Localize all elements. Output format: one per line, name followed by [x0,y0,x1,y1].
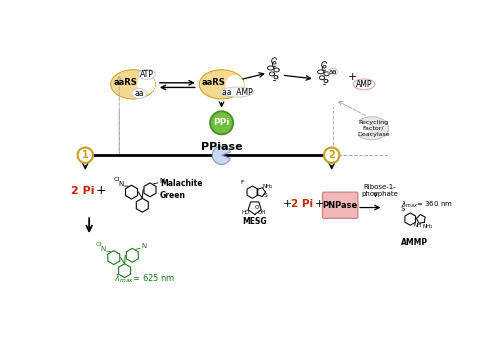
Text: PNPase: PNPase [322,201,358,210]
Circle shape [226,76,243,93]
Ellipse shape [110,70,156,99]
Text: Cl: Cl [96,242,102,247]
Text: Cl: Cl [114,177,120,182]
Text: $\lambda_{max}$= 360 nm: $\lambda_{max}$= 360 nm [402,200,453,210]
Text: +: + [282,199,292,209]
Text: +: + [96,184,106,197]
Circle shape [210,111,233,134]
Text: OH: OH [258,210,266,215]
Text: aa  AMP: aa AMP [222,88,252,97]
Text: N: N [159,178,164,184]
Text: 1: 1 [82,150,88,160]
Text: PPiase: PPiase [201,142,242,153]
Circle shape [78,147,93,163]
Text: AMMP: AMMP [400,238,427,247]
Text: 2: 2 [328,150,335,160]
Text: N: N [118,181,124,187]
Text: aa: aa [329,69,338,75]
Ellipse shape [132,89,147,99]
Ellipse shape [354,79,375,90]
Text: aaRS: aaRS [114,78,137,87]
Text: NH: NH [414,223,422,228]
Text: HO: HO [242,210,250,215]
Ellipse shape [355,117,388,140]
Circle shape [354,121,368,135]
Text: NH₂: NH₂ [262,183,273,189]
Text: $\lambda_{max}$= 625 nm: $\lambda_{max}$= 625 nm [114,273,176,285]
Text: MESG: MESG [242,217,267,226]
Circle shape [138,76,154,93]
Text: N: N [100,246,105,252]
Ellipse shape [138,69,156,79]
Text: aaRS: aaRS [202,78,226,87]
Ellipse shape [200,70,244,99]
Text: S: S [400,206,404,212]
Text: Ribose-1-
phosphate: Ribose-1- phosphate [361,184,398,197]
Text: NH₂: NH₂ [422,224,432,229]
Text: Recycling
Factor/
Deacylase: Recycling Factor/ Deacylase [357,120,390,137]
Text: S: S [264,193,268,198]
Ellipse shape [220,87,254,97]
Text: 2 Pi: 2 Pi [72,186,95,196]
Text: 2 Pi: 2 Pi [292,199,314,209]
Text: Malachite
Green: Malachite Green [160,180,202,200]
Wedge shape [212,146,230,164]
Text: F: F [240,181,244,186]
Ellipse shape [328,69,338,75]
Text: aa: aa [134,89,144,98]
Text: AMP: AMP [356,80,372,89]
FancyBboxPatch shape [322,192,358,218]
Text: O: O [255,205,259,210]
Circle shape [324,147,340,163]
Text: PPi: PPi [214,118,230,127]
Text: ATP: ATP [140,70,154,79]
Text: +: + [314,199,324,209]
Text: +: + [348,72,357,82]
Text: N: N [141,243,146,249]
